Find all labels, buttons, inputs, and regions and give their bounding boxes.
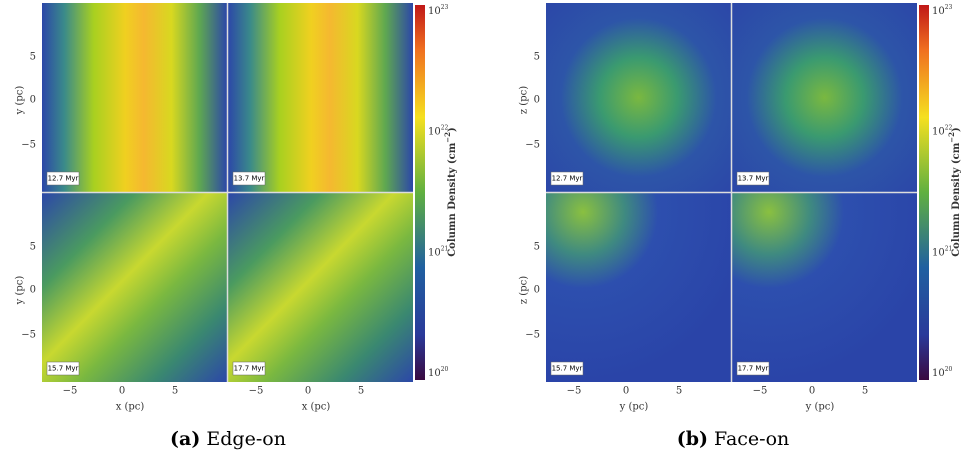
time-label: 15.7 Myr [552,365,583,373]
y-tick-label: 0 [534,285,540,296]
label-end: ) [951,127,962,132]
tick-base: 10 [932,126,945,137]
x-axis-label: y (pc) [619,402,649,413]
caption-text: Edge-on [206,428,286,450]
colorbar-tick-label: 1020 [428,366,449,379]
caption-label: (a) [170,428,200,450]
x-tick-label: 5 [862,386,868,397]
colorbar-label: Column Density (cm−2) [443,127,458,257]
x-tick-label: −5 [753,386,768,397]
x-tick-label: −5 [249,386,264,397]
caption: (a) Edge-on [170,428,286,450]
colorbar-tick-label: 1023 [932,4,953,17]
label-text: Column Density (cm [447,142,458,256]
x-tick-label: 5 [676,386,682,397]
tick-base: 10 [428,368,441,379]
y-tick-label: 0 [534,95,540,106]
y-axis-label: z (pc) [519,276,530,304]
tick-exponent: 23 [441,4,449,11]
y-axis-label: y (pc) [15,276,26,306]
label-end: ) [447,127,458,132]
tick-exponent: 23 [945,4,953,11]
time-label: 12.7 Myr [552,175,583,183]
y-tick-label: 5 [30,52,36,63]
label-sup: −2 [443,132,452,143]
y-axis-label: y (pc) [15,86,26,116]
y-tick-label: 0 [30,285,36,296]
figure: 12.7 Myr 13.7 Myr 15.7 Myr 17.7 Myr 5 0 −5 y (p… [0,0,966,457]
time-label: 13.7 Myr [738,175,769,183]
colorbar-label: Column Density (cm−2) [947,127,962,257]
x-tick-label: −5 [63,386,78,397]
time-label: 17.7 Myr [738,365,769,373]
x-axis-label: y (pc) [805,402,835,413]
y-tick-label: −5 [21,330,36,341]
x-axis-label: x (pc) [302,402,331,413]
colorbar-tick-label: 1021 [932,245,952,258]
caption-label: (b) [677,428,708,450]
y-tick-label: 5 [30,242,36,253]
tick-exponent: 20 [945,366,953,373]
y-tick-label: 5 [534,52,540,63]
colorbar-tick-label: 1020 [932,366,953,379]
tick-base: 10 [428,6,441,17]
x-tick-label: 0 [305,386,311,397]
x-tick-label: 0 [623,386,629,397]
x-tick-label: 5 [358,386,364,397]
label-text: Column Density (cm [951,142,962,256]
x-tick-label: 5 [172,386,178,397]
time-label: 17.7 Myr [234,365,265,373]
colorbar [415,5,425,380]
panel-image [42,3,227,192]
time-label: 15.7 Myr [48,365,79,373]
panel-image [546,193,731,382]
panel-image [228,3,413,192]
x-axis-label: x (pc) [116,402,145,413]
panel-image [732,193,917,382]
time-label: 13.7 Myr [234,175,265,183]
x-tick-label: −5 [567,386,582,397]
y-tick-label: 5 [534,242,540,253]
y-axis-label: z (pc) [519,86,530,114]
panel-image [732,3,917,192]
y-tick-label: −5 [525,140,540,151]
y-tick-label: −5 [525,330,540,341]
tick-exponent: 20 [441,366,449,373]
caption-text: Face-on [714,428,789,450]
panel-image [228,193,413,382]
colorbar [919,5,929,380]
x-tick-label: 0 [809,386,815,397]
time-label: 12.7 Myr [48,175,79,183]
tick-base: 10 [428,126,441,137]
colorbar-tick-label: 1023 [428,4,449,17]
panel-image [42,193,227,382]
colorbar-tick-label: 1021 [428,245,448,258]
tick-base: 10 [932,247,945,258]
label-sup: −2 [947,132,956,143]
tick-base: 10 [932,368,945,379]
x-tick-label: 0 [119,386,125,397]
y-tick-label: −5 [21,140,36,151]
tick-base: 10 [932,6,945,17]
caption: (b) Face-on [677,428,790,450]
y-tick-label: 0 [30,95,36,106]
tick-base: 10 [428,247,441,258]
panel-image [546,3,731,192]
